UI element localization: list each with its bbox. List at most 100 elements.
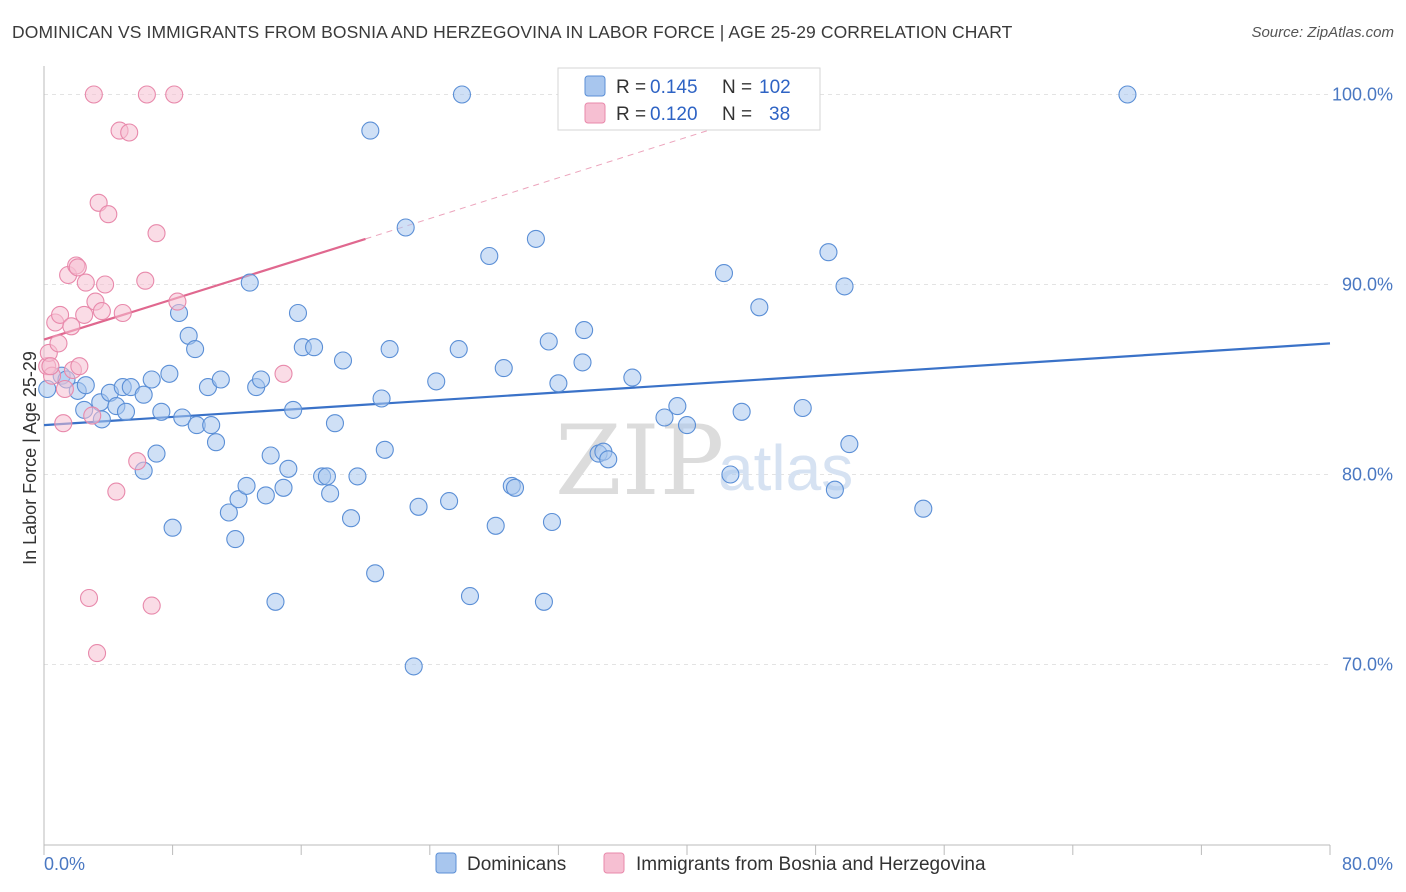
bosnia-point bbox=[128, 452, 147, 471]
bosnia-point bbox=[75, 305, 94, 324]
source-label: Source: ZipAtlas.com bbox=[1251, 24, 1394, 41]
bosnia-point bbox=[49, 334, 68, 353]
bosnia-point bbox=[168, 292, 187, 311]
dominican-point bbox=[655, 408, 674, 427]
dominican-point bbox=[206, 433, 226, 452]
bosnia-point bbox=[107, 482, 126, 501]
dominican-point bbox=[1118, 85, 1137, 104]
dominican-point bbox=[668, 397, 687, 416]
y-tick-label: 100.0% bbox=[1332, 85, 1393, 105]
dominican-point bbox=[147, 444, 166, 463]
bosnia-point bbox=[68, 258, 87, 277]
bosnia-point bbox=[165, 85, 184, 104]
dominican-point bbox=[240, 273, 259, 292]
dominican-point bbox=[288, 303, 308, 323]
dominican-point bbox=[163, 518, 182, 537]
dominican-point bbox=[274, 478, 293, 497]
legend-swatch-dominicans bbox=[584, 75, 606, 97]
dominican-point bbox=[825, 480, 844, 499]
dominican-point bbox=[134, 385, 153, 404]
dominican-point bbox=[505, 478, 525, 497]
dominican-point bbox=[819, 243, 838, 262]
y-tick-label: 80.0% bbox=[1342, 465, 1393, 485]
dominican-point bbox=[284, 400, 303, 419]
dominican-point bbox=[321, 484, 340, 503]
bosnia-point bbox=[274, 364, 293, 383]
dominican-point bbox=[348, 467, 367, 486]
dominican-point bbox=[623, 368, 642, 387]
bosnia-point bbox=[120, 123, 139, 142]
dominican-point bbox=[375, 440, 394, 459]
dominican-point bbox=[76, 376, 95, 395]
dominican-point bbox=[396, 218, 415, 237]
bosnia-point bbox=[70, 357, 89, 376]
dominican-point bbox=[372, 389, 391, 408]
dominican-point bbox=[229, 490, 248, 509]
dominican-point bbox=[452, 85, 472, 104]
bosnia-point bbox=[147, 224, 166, 243]
y-tick-labels: 70.0% 80.0% 90.0% 100.0% bbox=[1332, 85, 1393, 675]
dominican-point bbox=[404, 657, 423, 676]
dominican-point bbox=[599, 450, 618, 469]
bosnia-point bbox=[99, 205, 118, 224]
dominican-point bbox=[793, 398, 812, 418]
bosnia-point bbox=[79, 588, 99, 608]
dominican-point bbox=[721, 465, 740, 484]
bottom-legend-dominicans: Dominicans bbox=[467, 854, 566, 875]
dominican-point bbox=[160, 364, 179, 383]
data-points bbox=[38, 85, 1137, 676]
bosnia-point bbox=[62, 317, 81, 336]
dominican-point bbox=[237, 476, 256, 495]
dominican-point bbox=[534, 592, 553, 611]
dominican-point bbox=[427, 372, 446, 391]
dominican-point bbox=[366, 564, 385, 583]
watermark: ZIP atlas bbox=[555, 405, 853, 517]
dominican-point bbox=[219, 503, 238, 522]
dominican-point bbox=[341, 509, 361, 528]
dominican-point bbox=[266, 592, 285, 611]
dominican-point bbox=[380, 340, 399, 359]
dominican-point bbox=[325, 414, 345, 433]
dominican-point bbox=[575, 321, 594, 340]
dominican-point bbox=[333, 351, 353, 370]
trend-lines bbox=[43, 95, 1331, 427]
dominican-point bbox=[152, 402, 171, 421]
dominican-point bbox=[142, 370, 161, 389]
dominican-point bbox=[573, 353, 592, 372]
dominican-point bbox=[409, 497, 428, 516]
dominican-point bbox=[542, 512, 562, 532]
dominican-point bbox=[526, 229, 545, 248]
dominican-point bbox=[449, 340, 468, 359]
dominican-point bbox=[677, 416, 697, 435]
y-axis-label: In Labor Force | Age 25-29 bbox=[20, 351, 40, 565]
y-tick-label: 90.0% bbox=[1342, 275, 1393, 295]
bottom-legend-bosnia: Immigrants from Bosnia and Herzegovina bbox=[636, 854, 986, 875]
dominican-point bbox=[440, 492, 459, 511]
bosnia-point bbox=[142, 596, 161, 615]
dominican-point bbox=[261, 446, 280, 465]
dominican-point bbox=[460, 587, 480, 606]
bosnia-point bbox=[76, 273, 95, 292]
bottom-legend-swatch-dominicans bbox=[435, 852, 457, 874]
dominican-point bbox=[714, 264, 734, 283]
legend-n-value-2: 38 bbox=[769, 104, 790, 125]
bosnia-point bbox=[137, 85, 156, 104]
bosnia-point bbox=[96, 275, 115, 294]
dominican-point bbox=[279, 459, 298, 478]
dominican-point bbox=[480, 246, 499, 266]
dominican-point bbox=[486, 516, 505, 535]
dominican-point bbox=[256, 486, 275, 505]
bosnia-point bbox=[92, 302, 111, 321]
dominican-point bbox=[732, 402, 751, 421]
dominican-point bbox=[251, 370, 271, 389]
legend: R = 0.145 N = 102 R = 0.120 N = 38 bbox=[557, 67, 821, 131]
legend-r-label-2: R = bbox=[616, 104, 646, 125]
grid-lines bbox=[44, 94, 1330, 665]
chart-title: DOMINICAN VS IMMIGRANTS FROM BOSNIA AND … bbox=[12, 22, 1013, 42]
trend-line-bosnia bbox=[43, 237, 366, 341]
dominican-point bbox=[840, 435, 859, 454]
bosnia-point bbox=[87, 644, 107, 663]
bosnia-point bbox=[83, 406, 102, 425]
dominican-point bbox=[202, 416, 221, 435]
